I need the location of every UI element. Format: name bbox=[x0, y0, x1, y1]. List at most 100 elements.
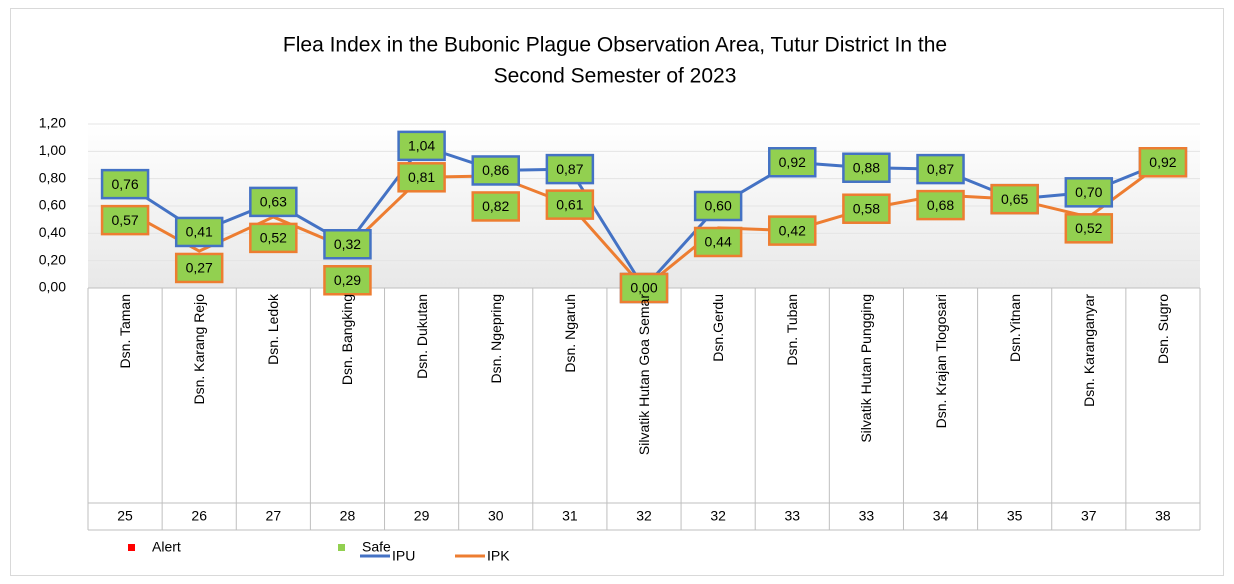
data-label-box bbox=[1138, 147, 1188, 178]
x-tick-label: Dsn. Tuban bbox=[784, 294, 801, 366]
data-label-box bbox=[545, 189, 595, 220]
week-label: 33 bbox=[784, 508, 800, 524]
data-label-box bbox=[1064, 213, 1114, 244]
chart-title: Flea Index in the Bubonic Plague Observa… bbox=[283, 34, 947, 57]
legend-label: Alert bbox=[152, 539, 181, 555]
data-label: 0,27 bbox=[186, 260, 213, 276]
data-label-box bbox=[249, 222, 298, 254]
y-tick-label: 1,00 bbox=[39, 142, 66, 158]
data-label: 0,82 bbox=[482, 198, 509, 214]
week-label: 29 bbox=[414, 508, 430, 524]
data-label: 0,87 bbox=[556, 161, 583, 177]
data-label: 0,32 bbox=[334, 236, 361, 252]
week-label: 38 bbox=[1155, 508, 1171, 524]
x-tick-label: Dsn. Ngaruh bbox=[561, 294, 578, 373]
y-tick-label: 0,60 bbox=[39, 197, 66, 213]
x-tick-label: Silvatik Hutan Pungging bbox=[858, 294, 875, 443]
data-label-box bbox=[693, 190, 743, 222]
data-label-box bbox=[842, 193, 891, 224]
week-label: 34 bbox=[933, 508, 949, 524]
x-tick-label: Dsn. Ngepring bbox=[487, 294, 504, 384]
data-label-box bbox=[471, 155, 520, 186]
week-label: 31 bbox=[562, 508, 578, 524]
data-label: 0,52 bbox=[1075, 220, 1102, 236]
x-tick-label: Dsn. Karanganyar bbox=[1080, 294, 1097, 407]
data-label-box bbox=[916, 189, 965, 221]
x-tick-label: Dsn.Yitnan bbox=[1006, 294, 1023, 362]
x-tick-label: Dsn. Sugro bbox=[1154, 294, 1171, 365]
data-label: 0,57 bbox=[111, 212, 138, 228]
y-tick-label: 1,20 bbox=[39, 115, 66, 131]
chart-title: Second Semester of 2023 bbox=[494, 65, 737, 88]
data-label: 1,04 bbox=[408, 138, 435, 154]
chart-border bbox=[10, 8, 1224, 576]
legend-swatch bbox=[128, 544, 135, 551]
y-tick-label: 0,80 bbox=[39, 169, 66, 185]
x-tick-label: Dsn. Ledok bbox=[265, 294, 282, 365]
data-label-box bbox=[842, 152, 891, 183]
data-label-box bbox=[916, 153, 965, 185]
data-label-box bbox=[249, 186, 298, 218]
data-label: 0,41 bbox=[186, 224, 213, 240]
legend-label: Safe bbox=[362, 539, 391, 555]
data-label-box bbox=[1064, 177, 1114, 208]
data-label-box bbox=[323, 229, 372, 260]
x-tick-label: Dsn.Gerdu bbox=[710, 294, 727, 362]
data-label: 0,61 bbox=[556, 196, 583, 212]
week-label: 37 bbox=[1081, 508, 1097, 524]
data-label: 0,70 bbox=[1075, 184, 1102, 200]
data-label: 0,44 bbox=[705, 234, 732, 250]
data-label: 0,58 bbox=[853, 200, 880, 216]
y-tick-label: 0,40 bbox=[39, 224, 66, 240]
data-label: 0,87 bbox=[927, 161, 954, 177]
data-label: 0,65 bbox=[1001, 191, 1028, 207]
data-label-box bbox=[100, 204, 150, 236]
data-label-box bbox=[323, 265, 372, 296]
week-label: 27 bbox=[266, 508, 282, 524]
data-label-box bbox=[471, 191, 520, 222]
x-tick-label: Dsn. Bangking bbox=[339, 294, 356, 386]
week-label: 32 bbox=[710, 508, 726, 524]
data-label-box bbox=[397, 130, 446, 162]
data-label: 0,00 bbox=[630, 280, 657, 296]
data-label-box bbox=[545, 153, 595, 185]
data-label: 0,68 bbox=[927, 197, 954, 213]
data-label: 0,92 bbox=[779, 154, 806, 170]
y-tick-label: 0,20 bbox=[39, 251, 66, 267]
data-label: 0,52 bbox=[260, 230, 287, 246]
y-tick-label: 0,00 bbox=[39, 279, 66, 295]
data-label-box bbox=[768, 147, 817, 178]
data-label: 0,60 bbox=[705, 198, 732, 214]
legend-swatch bbox=[338, 544, 345, 551]
data-label: 0,29 bbox=[334, 272, 361, 288]
data-label-box bbox=[768, 215, 817, 246]
data-label-box bbox=[100, 168, 150, 200]
week-label: 32 bbox=[636, 508, 652, 524]
data-label-box bbox=[174, 252, 224, 284]
x-tick-label: Dsn. Krajan Tlogosari bbox=[932, 294, 949, 429]
legend-label: IPU bbox=[392, 548, 415, 564]
week-label: 26 bbox=[191, 508, 207, 524]
data-label-box bbox=[397, 162, 446, 193]
data-label: 0,63 bbox=[260, 194, 287, 210]
legend-label: IPK bbox=[487, 548, 510, 564]
data-label-box bbox=[693, 226, 743, 258]
data-label: 0,88 bbox=[853, 159, 880, 175]
data-label: 0,86 bbox=[482, 162, 509, 178]
x-tick-label: Dsn. Karang Rejo bbox=[191, 294, 208, 405]
week-label: 33 bbox=[859, 508, 875, 524]
week-label: 30 bbox=[488, 508, 504, 524]
data-label: 0,92 bbox=[1149, 154, 1176, 170]
x-tick-label: Dsn. Taman bbox=[117, 294, 134, 369]
week-label: 28 bbox=[340, 508, 356, 524]
week-label: 35 bbox=[1007, 508, 1023, 524]
data-label: 0,42 bbox=[779, 222, 806, 238]
data-label: 0,81 bbox=[408, 169, 435, 185]
data-label-box bbox=[619, 272, 669, 304]
week-label: 25 bbox=[117, 508, 133, 524]
x-tick-label: Dsn. Dukutan bbox=[413, 294, 430, 379]
data-label: 0,76 bbox=[111, 176, 138, 192]
x-tick-label: Silvatik Hutan Goa Semar bbox=[636, 294, 652, 456]
data-label-box bbox=[990, 183, 1039, 215]
